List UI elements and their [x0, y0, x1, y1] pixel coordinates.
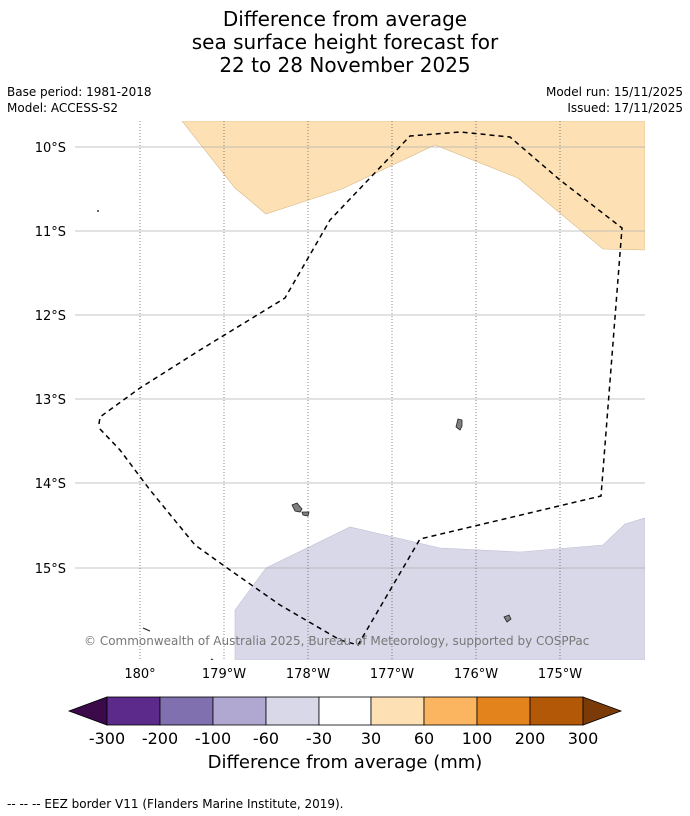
- lon-label: 176°W: [454, 667, 498, 682]
- copyright-notice: © Commonwealth of Australia 2025, Bureau…: [84, 634, 589, 648]
- island-shape: [291, 502, 303, 513]
- latitude-gridlines: [75, 146, 645, 569]
- colorbar-segment: [212, 696, 267, 726]
- colorbar-tick: 300: [568, 729, 599, 748]
- colorbar-segment: [106, 696, 161, 726]
- colorbar-tick: -200: [142, 729, 178, 748]
- lat-label: 11°S: [35, 225, 66, 240]
- latitude-labels: 10°S 11°S 12°S 13°S 14°S 15°S: [35, 141, 66, 577]
- eez-border: [98, 131, 623, 646]
- colorbar-segment: [265, 696, 320, 726]
- colorbar-tick: -60: [253, 729, 279, 748]
- colorbar-ticks: -300 -200 -100 -60 -30 30 60 100 200 300: [89, 729, 598, 748]
- lon-label: 178°W: [286, 667, 330, 682]
- lat-label: 10°S: [35, 141, 66, 156]
- island-shape: [142, 627, 151, 632]
- colorbar-tick: -100: [195, 729, 231, 748]
- colorbar-segment: [529, 696, 584, 726]
- title-line-3: 22 to 28 November 2025: [219, 53, 471, 77]
- colorbar: [67, 696, 623, 726]
- meta-left: Base period: 1981-2018 Model: ACCESS-S2: [7, 84, 152, 116]
- colorbar-tick: 200: [515, 729, 546, 748]
- longitude-labels: 180° 179°W 178°W 177°W 176°W 175°W: [124, 667, 582, 682]
- colorbar-label: Difference from average (mm): [207, 752, 483, 773]
- island-dot: [97, 210, 99, 212]
- title-line-2: sea surface height forecast for: [191, 30, 499, 54]
- colorbar-tick: 60: [414, 729, 434, 748]
- map-title: Difference from average sea surface heig…: [0, 8, 690, 77]
- colorbar-segment: [476, 696, 531, 726]
- base-period: Base period: 1981-2018: [7, 85, 152, 99]
- lon-label: 177°W: [370, 667, 414, 682]
- colorbar-segment: [318, 696, 372, 726]
- colorbar-segment: [370, 696, 425, 726]
- colorbar-tick: -30: [306, 729, 332, 748]
- colorbar-max-extension: [582, 696, 623, 726]
- lat-label: 15°S: [35, 562, 66, 577]
- colorbar-tick: -300: [89, 729, 125, 748]
- island-shape: [301, 511, 310, 517]
- title-line-1: Difference from average: [222, 7, 468, 31]
- lat-label: 14°S: [35, 477, 66, 492]
- meta-right: Model run: 15/11/2025 Issued: 17/11/2025: [546, 84, 683, 116]
- island-shape: [210, 658, 214, 660]
- model-run: Model run: 15/11/2025: [545, 85, 683, 99]
- colorbar-segment: [423, 696, 478, 726]
- colorbar-tick: 100: [462, 729, 493, 748]
- island-shape: [455, 418, 463, 431]
- lat-label: 13°S: [35, 393, 66, 408]
- eez-legend-note: -- -- -- EEZ border V11 (Flanders Marine…: [7, 797, 344, 811]
- colorbar-tick: 30: [361, 729, 381, 748]
- lon-label: 175°W: [538, 667, 582, 682]
- model-name: Model: ACCESS-S2: [7, 101, 119, 115]
- lon-label: 179°W: [202, 667, 246, 682]
- lon-label: 180°: [124, 667, 155, 682]
- colorbar-min-extension: [67, 696, 108, 726]
- lat-label: 12°S: [35, 309, 66, 324]
- colorbar-segment: [159, 696, 214, 726]
- issued-date: Issued: 17/11/2025: [567, 101, 683, 115]
- map-area: © Commonwealth of Australia 2025, Bureau…: [75, 121, 645, 660]
- island-shape: [503, 614, 512, 623]
- negative-anomaly-region: [234, 517, 645, 660]
